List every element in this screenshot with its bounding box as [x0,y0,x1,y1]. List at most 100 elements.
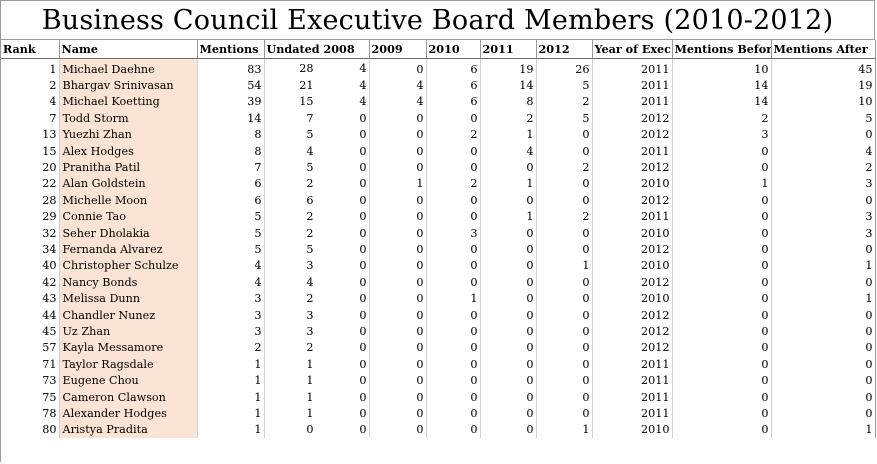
cell-value[interactable]: 6 [426,93,481,111]
cell-value[interactable]: 0 [672,323,772,340]
cell-rank[interactable]: 71 [1,356,60,373]
cell-value[interactable]: 0 [426,405,481,422]
cell-value[interactable]: 0 [536,241,593,258]
cell-value[interactable]: 0 [672,405,772,422]
cell-rank[interactable]: 13 [1,126,60,143]
cell-value[interactable]: 0 [426,388,481,406]
cell-value[interactable]: 5 [771,110,876,127]
cell-value[interactable]: 7 [197,159,265,176]
cell-value[interactable]: 4 [369,77,427,94]
cell-rank[interactable]: 28 [1,192,60,209]
cell-value[interactable]: 0 [426,274,481,291]
cell-undated-2008[interactable]: 21 4 [264,77,370,94]
cell-value[interactable]: 5 [536,77,593,94]
cell-value[interactable]: 0 [672,274,772,291]
cell-value[interactable]: 6 [197,192,265,209]
cell-value[interactable]: 0 [771,241,876,258]
cell-undated-2008[interactable]: 15 4 [264,93,370,111]
cell-value[interactable]: 14 [672,93,772,111]
cell-value[interactable]: 0 [426,356,481,373]
cell-value[interactable]: 6 [426,58,481,78]
cell-value[interactable]: 2010 [592,175,673,193]
cell-value[interactable]: 26 [536,58,593,78]
cell-name[interactable]: Chandler Nunez [59,306,198,324]
column-header[interactable]: 2009 [369,40,427,59]
cell-value[interactable]: 0 [480,372,537,389]
cell-value[interactable]: 19 [771,77,876,94]
cell-value[interactable]: 5 [197,224,265,242]
cell-value[interactable]: 0 [426,323,481,340]
cell-value[interactable]: 8 [197,142,265,160]
cell-value[interactable]: 4 [480,142,537,160]
cell-value[interactable]: 0 [536,142,593,160]
cell-value[interactable]: 0 [369,421,427,438]
cell-value[interactable]: 0 [369,356,427,373]
cell-value[interactable]: 6 [426,77,481,94]
cell-rank[interactable]: 34 [1,241,60,258]
column-header[interactable]: Mentions Befor [672,40,772,59]
cell-value[interactable]: 0 [536,372,593,389]
cell-value[interactable]: 0 [480,290,537,307]
cell-value[interactable]: 1 [197,421,265,438]
cell-value[interactable]: 0 [672,241,772,258]
cell-rank[interactable]: 75 [1,388,60,406]
cell-rank[interactable]: 73 [1,372,60,389]
cell-value[interactable]: 0 [771,388,876,406]
cell-value[interactable]: 0 [480,306,537,324]
cell-value[interactable]: 10 [771,93,876,111]
cell-name[interactable]: Todd Storm [59,110,198,127]
cell-value[interactable]: 0 [536,323,593,340]
cell-value[interactable]: 5 [197,208,265,225]
cell-value[interactable]: 5 [197,241,265,258]
cell-value[interactable]: 2011 [592,208,673,225]
cell-value[interactable]: 1 [480,175,537,193]
cell-value[interactable]: 0 [369,159,427,176]
cell-value[interactable]: 2010 [592,224,673,242]
cell-value[interactable]: 0 [369,241,427,258]
cell-value[interactable]: 0 [426,208,481,225]
cell-value[interactable]: 3 [197,306,265,324]
cell-value[interactable]: 1 [480,208,537,225]
column-header[interactable]: Mentions After [771,40,876,59]
cell-value[interactable]: 2012 [592,110,673,127]
cell-name[interactable]: Michael Koetting [59,93,198,111]
cell-value[interactable]: 2011 [592,372,673,389]
cell-value[interactable]: 0 [426,421,481,438]
cell-value[interactable]: 2012 [592,126,673,143]
cell-name[interactable]: Michael Daehne [59,58,198,78]
cell-value[interactable]: 2012 [592,159,673,176]
cell-value[interactable]: 2 [197,339,265,357]
cell-value[interactable]: 1 [197,405,265,422]
column-header[interactable]: Undated 2008 [264,40,370,59]
cell-rank[interactable]: 15 [1,142,60,160]
cell-value[interactable]: 0 [426,241,481,258]
cell-value[interactable]: 0 [672,208,772,225]
cell-value[interactable]: 14 [672,77,772,94]
cell-rank[interactable]: 20 [1,159,60,176]
cell-name[interactable]: Alan Goldstein [59,175,198,193]
cell-value[interactable]: 0 [480,421,537,438]
cell-value[interactable]: 0 [771,274,876,291]
cell-value[interactable]: 3 [771,224,876,242]
cell-value[interactable]: 0 [771,192,876,209]
cell-value[interactable]: 0 [369,224,427,242]
cell-value[interactable]: 4 [369,93,427,111]
cell-value[interactable]: 1 [197,356,265,373]
cell-rank[interactable]: 4 [1,93,60,111]
cell-name[interactable]: Pranitha Patil [59,159,198,176]
cell-value[interactable]: 0 [426,110,481,127]
cell-value[interactable]: 4 [197,257,265,275]
cell-value[interactable]: 0 [426,142,481,160]
cell-value[interactable]: 0 [426,192,481,209]
cell-value[interactable]: 0 [426,159,481,176]
cell-value[interactable]: 4 [197,274,265,291]
cell-value[interactable]: 1 [197,372,265,389]
cell-value[interactable]: 0 [369,388,427,406]
